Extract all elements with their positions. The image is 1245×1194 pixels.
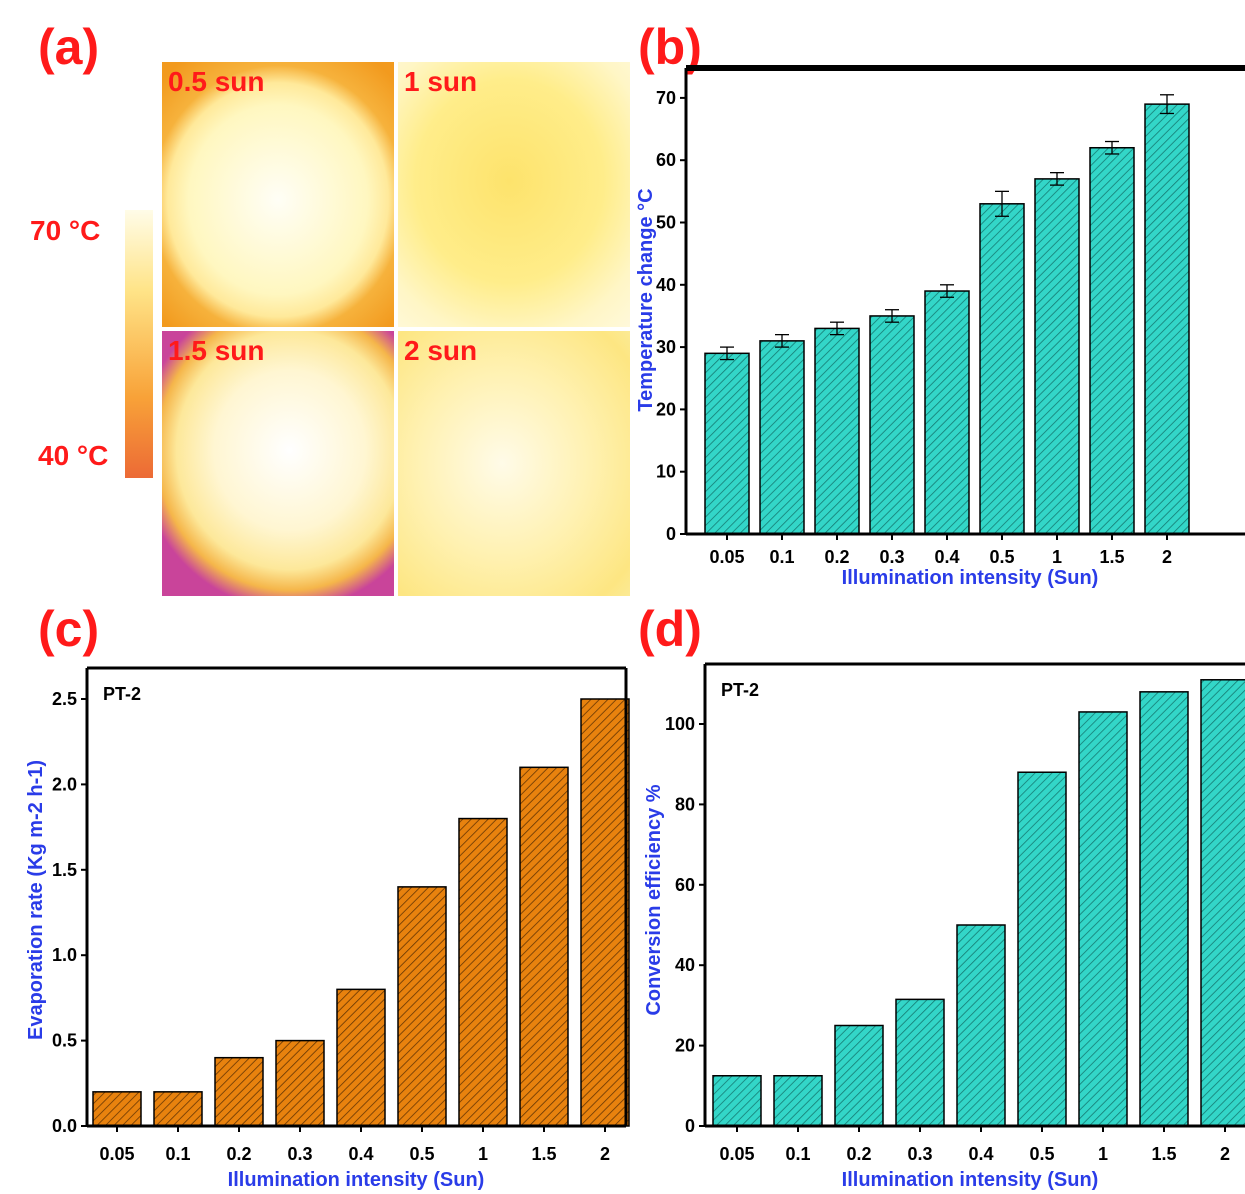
- bar: [275, 1039, 325, 1127]
- bar: [153, 1091, 203, 1127]
- x-tick-label: 0.4: [934, 547, 959, 567]
- x-tick-label: 0.3: [907, 1144, 932, 1164]
- sample-label: PT-2: [103, 684, 141, 704]
- x-axis-title: Illumination intensity (Sun): [842, 1169, 1099, 1191]
- y-tick-label: 2.0: [52, 774, 77, 794]
- x-tick-label: 0.5: [409, 1144, 434, 1164]
- tile-label: 2 sun: [404, 335, 478, 366]
- x-tick-label: 0.4: [968, 1144, 993, 1164]
- y-tick-label: 0.0: [52, 1116, 77, 1136]
- bar: [397, 886, 447, 1127]
- x-tick-label: 0.1: [785, 1144, 810, 1164]
- bar: [519, 766, 569, 1127]
- y-tick-label: 30: [656, 337, 676, 357]
- thermal-tile-2-sun: 2 sun: [398, 331, 630, 596]
- x-tick-label: 1.5: [1151, 1144, 1176, 1164]
- y-axis-title: Evaporation rate (Kg m-2 h-1): [25, 760, 47, 1040]
- panel-letter-c: (c): [38, 601, 100, 657]
- y-tick-label: 1.0: [52, 945, 77, 965]
- panel-letter-a: (a): [38, 19, 100, 75]
- y-tick-label: 80: [675, 794, 695, 814]
- x-tick-label: 0.3: [287, 1144, 312, 1164]
- y-tick-label: 20: [656, 399, 676, 419]
- x-tick-label: 0.05: [709, 547, 744, 567]
- x-tick-label: 1.5: [1099, 547, 1124, 567]
- x-tick-label: 0.4: [348, 1144, 373, 1164]
- bar: [214, 1056, 264, 1127]
- y-tick-label: 40: [656, 275, 676, 295]
- bar: [92, 1091, 142, 1127]
- x-tick-label: 0.1: [165, 1144, 190, 1164]
- x-tick-label: 0.3: [879, 547, 904, 567]
- x-tick-label: 0.1: [769, 547, 794, 567]
- y-tick-label: 60: [675, 875, 695, 895]
- x-tick-label: 0.05: [99, 1144, 134, 1164]
- tile-label: 1.5 sun: [168, 335, 265, 366]
- y-tick-label: 10: [656, 462, 676, 482]
- x-axis-title: Illumination intensity (Sun): [228, 1169, 485, 1191]
- bar: [869, 315, 915, 535]
- thermal-tile-1.5-sun: 1.5 sun: [162, 331, 394, 596]
- temperature-color-scale: [125, 210, 153, 478]
- x-axis-title: Illumination intensity (Sun): [842, 567, 1099, 589]
- x-tick-label: 2: [1162, 547, 1172, 567]
- x-tick-label: 0.5: [989, 547, 1014, 567]
- bar: [773, 1075, 823, 1127]
- x-tick-label: 0.2: [226, 1144, 251, 1164]
- y-tick-label: 1.5: [52, 860, 77, 880]
- panel-letter-d: (d): [638, 601, 702, 657]
- sample-label: PT-2: [721, 680, 759, 700]
- y-tick-label: 70: [656, 88, 676, 108]
- bar: [1089, 146, 1135, 535]
- y-tick-label: 2.5: [52, 689, 77, 709]
- bar: [956, 924, 1006, 1127]
- tile-label: 1 sun: [404, 66, 478, 97]
- bar: [1017, 771, 1067, 1127]
- x-tick-label: 0.05: [719, 1144, 754, 1164]
- scale-max-label: 70 °C: [30, 215, 101, 246]
- thermal-tile-1-sun: 1 sun: [398, 62, 630, 327]
- x-tick-label: 1: [1052, 547, 1062, 567]
- bar: [814, 327, 860, 535]
- y-tick-label: 40: [675, 955, 695, 975]
- bar: [712, 1075, 762, 1127]
- thermal-tile-0.5-sun: 0.5 sun: [162, 62, 394, 327]
- bar: [1144, 103, 1190, 535]
- bar: [759, 340, 805, 535]
- bar: [704, 352, 750, 535]
- y-tick-label: 0.5: [52, 1031, 77, 1051]
- x-tick-label: 0.2: [846, 1144, 871, 1164]
- x-tick-label: 0.5: [1029, 1144, 1054, 1164]
- x-tick-label: 1: [478, 1144, 488, 1164]
- x-tick-label: 1.5: [531, 1144, 556, 1164]
- x-tick-label: 0.2: [824, 547, 849, 567]
- x-tick-label: 1: [1098, 1144, 1108, 1164]
- y-tick-label: 0: [666, 524, 676, 544]
- bar: [895, 998, 945, 1127]
- bar: [580, 698, 630, 1127]
- bar: [1200, 679, 1245, 1127]
- bar: [1078, 711, 1128, 1127]
- y-tick-label: 60: [656, 150, 676, 170]
- x-tick-label: 2: [1220, 1144, 1230, 1164]
- tile-label: 0.5 sun: [168, 66, 265, 97]
- scale-min-label: 40 °C: [38, 440, 109, 471]
- x-tick-label: 2: [600, 1144, 610, 1164]
- bar: [834, 1024, 884, 1127]
- y-tick-label: 0: [685, 1116, 695, 1136]
- thermal-image-grid: 0.5 sun 1 sun 1.5 sun 2 sun: [162, 62, 630, 596]
- bar: [1139, 691, 1189, 1127]
- y-axis-title: Temperature change °C: [635, 188, 657, 411]
- y-tick-label: 50: [656, 213, 676, 233]
- bar: [979, 203, 1025, 535]
- y-tick-label: 20: [675, 1036, 695, 1056]
- y-axis-title: Conversion efficiency %: [643, 784, 665, 1015]
- y-tick-label: 100: [665, 714, 695, 734]
